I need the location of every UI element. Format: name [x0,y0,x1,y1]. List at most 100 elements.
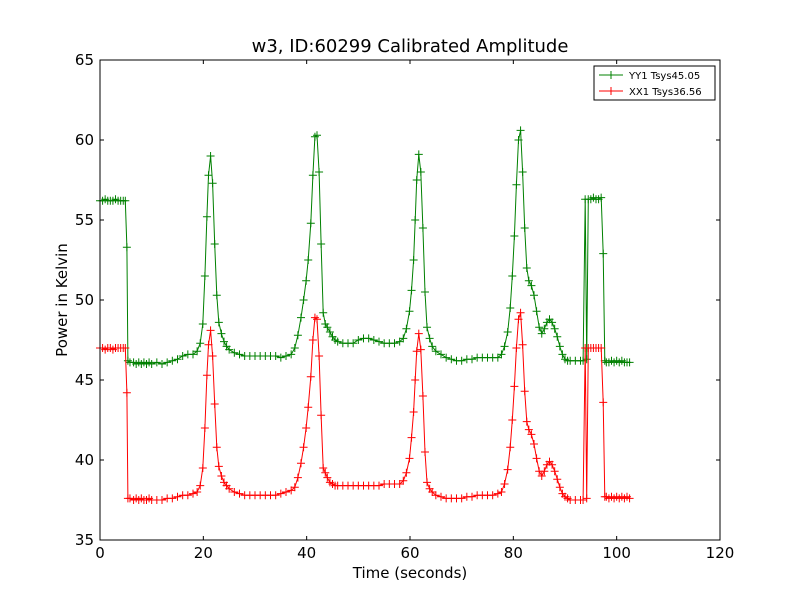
data-point [431,491,440,500]
data-point [293,331,302,340]
data-point [235,350,244,359]
y-tick-label: 40 [75,451,94,469]
data-point [512,180,521,189]
y-tick-label: 60 [75,131,94,149]
data-point [500,342,509,351]
data-point [189,350,197,359]
data-point [230,488,239,496]
data-point [196,481,205,490]
data-point [121,344,130,352]
data-point [497,488,506,496]
data-point [416,345,425,354]
data-point [532,454,541,463]
data-point [122,388,131,397]
data-point [399,476,408,485]
data-point [230,348,239,357]
data-point [414,150,423,159]
data-point [323,473,332,482]
data-point [321,468,330,477]
data-point [540,324,549,333]
series-line [100,130,630,365]
data-point [493,489,502,498]
data-point [423,323,432,332]
data-point [412,176,421,184]
data-point [276,489,285,498]
y-tick-label: 50 [75,291,94,309]
data-point [414,329,423,338]
data-point [282,352,290,360]
data-point [503,328,512,336]
x-tick-label: 100 [602,544,631,562]
data-point [457,494,466,503]
data-point [514,315,523,324]
legend-label-yy1: YY1 Tsys45.05 [628,71,700,82]
data-point [524,276,533,285]
data-point [522,264,531,272]
data-point [508,272,517,280]
y-tick-label: 45 [75,371,94,389]
data-point [293,473,302,482]
data-point [488,491,497,500]
data-point [302,424,311,432]
data-point [493,353,502,362]
data-point [599,249,608,258]
x-axis-label: Time (seconds) [352,564,468,582]
data-point [152,358,161,367]
data-point [123,356,132,365]
data-point [558,350,567,359]
data-point [306,219,315,228]
x-tick-label: 80 [504,544,523,562]
legend-label-xx1: XX1 Tsys36.56 [629,87,702,98]
plot-area-frame [99,59,721,541]
data-point [437,492,445,501]
data-point [599,398,608,407]
data-point [210,400,219,408]
data-point [540,467,549,476]
data-point [506,304,515,312]
data-point [168,356,177,365]
data-point [522,417,531,426]
data-point [310,132,319,141]
data-point [548,460,557,469]
data-point [506,443,515,452]
x-tick-label: 120 [706,544,735,562]
data-point [518,168,527,176]
data-point [520,224,529,232]
series-layer [96,126,634,504]
data-point [518,340,527,349]
data-point [212,291,221,300]
data-point [325,328,334,336]
data-point [198,320,207,328]
series-0 [96,126,634,368]
data-point [178,352,187,360]
data-point [296,313,305,322]
data-point [317,240,326,248]
legend-frame [593,65,716,101]
data-point [306,372,315,381]
data-point [514,136,523,144]
ticks-layer: 0 20 40 60 80 100 120 35 40 45 50 55 60 65 [75,51,734,562]
x-tick-label: 0 [95,544,105,562]
data-point [399,334,408,343]
data-point [537,329,546,338]
data-point [214,318,223,327]
data-point [597,344,606,352]
data-point [395,480,404,488]
y-tick-label: 35 [75,531,94,549]
data-point [407,433,416,442]
data-point [299,296,308,304]
data-point [625,494,634,503]
data-point [553,475,562,484]
data-point [516,308,525,317]
data-point [508,416,517,424]
data-point [323,323,332,332]
data-point [411,216,420,224]
data-point [395,337,404,346]
data-point [217,329,226,338]
data-point [550,467,559,476]
data-point [527,281,536,290]
data-point [411,376,420,384]
data-point [553,332,562,341]
data-point [189,489,197,498]
data-point [530,291,538,300]
